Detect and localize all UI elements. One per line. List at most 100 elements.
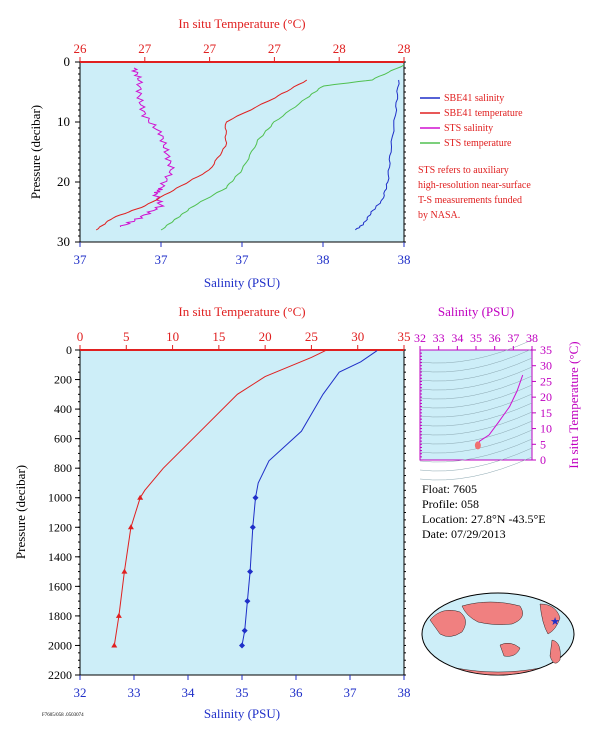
- legend-note-line-2: high-resolution near-surface: [418, 180, 531, 191]
- bottom-salinity-marker: [241, 627, 248, 634]
- ts-salinity-tick-label: 35: [470, 331, 482, 345]
- top-temp-tick-label: 26: [74, 41, 88, 56]
- ts-salinity-tick-label: 34: [451, 331, 463, 345]
- bottom-pressure-tick-label: 400: [54, 402, 72, 416]
- bottom-salinity-tick-label: 34: [182, 685, 196, 700]
- top-pressure-axis-title: Pressure (decibar): [28, 105, 43, 199]
- map-land-north-america: [539, 603, 561, 635]
- top-salinity-tick-label: 37: [74, 252, 88, 267]
- ts-density-contour: [419, 447, 533, 472]
- ts-salinity-tick-label: 36: [489, 331, 501, 345]
- ts-density-contour: [419, 402, 533, 427]
- ts-temp-tick-label: 20: [540, 390, 552, 404]
- bottom-temp-axis-title: In situ Temperature (°C): [178, 304, 305, 319]
- top-salinity-tick-label: 38: [317, 252, 330, 267]
- bottom-salinity-marker: [239, 642, 245, 649]
- bottom-pressure-tick-label: 0: [66, 343, 72, 357]
- top-salinity-axis-title: Salinity (PSU): [204, 275, 280, 290]
- ts-temp-tick-label: 5: [540, 437, 546, 451]
- bottom-temp-tick-label: 0: [77, 329, 84, 344]
- map-land-south-america: [549, 639, 561, 664]
- map-land-antarctica: [455, 667, 541, 676]
- bottom-pressure-tick-label: 2200: [48, 668, 72, 682]
- bottom-salinity-tick-label: 37: [344, 685, 358, 700]
- legend-note-line-1: STS refers to auxiliary: [418, 165, 509, 176]
- bottom-pressure-tick-label: 1600: [48, 579, 72, 593]
- legend: SBE41 salinity SBE41 temperature STS sal…: [418, 93, 531, 221]
- bottom-temp-tick-label: 25: [305, 329, 318, 344]
- ts-temp-tick-label: 30: [540, 359, 552, 373]
- bottom-temp-marker: [127, 524, 134, 530]
- legend-note-line-4: by NASA.: [418, 210, 460, 221]
- bottom-salinity-tick-label: 36: [290, 685, 304, 700]
- bottom-chart: In situ Temperature (°C) Salinity (PSU) …: [13, 304, 411, 721]
- ts-density-contour: [419, 357, 533, 382]
- bottom-salinity-marker: [247, 568, 254, 575]
- ts-density-contour: [419, 438, 533, 463]
- top-plot-area: [79, 61, 405, 243]
- top-temp-tick-label: 28: [398, 41, 411, 56]
- ts-temp-axis-title: In situ Temperature (°C): [566, 341, 581, 468]
- bottom-temp-tick-label: 20: [259, 329, 272, 344]
- top-pressure-tick-label: 10: [57, 114, 70, 129]
- ts-salinity-axis-title: Salinity (PSU): [438, 304, 514, 319]
- location: Location: 27.8°N -43.5°E: [422, 512, 546, 526]
- top-temp-tick-label: 28: [333, 41, 346, 56]
- top-temp-tick-label: 27: [203, 41, 217, 56]
- bottom-pressure-tick-label: 800: [54, 461, 72, 475]
- bottom-pressure-tick-label: 600: [54, 432, 72, 446]
- ts-density-contour: [419, 384, 533, 409]
- bottom-pressure-axis-title: Pressure (decibar): [13, 465, 28, 559]
- ts-temp-tick-label: 25: [540, 374, 552, 388]
- top-pressure-tick-label: 20: [57, 174, 70, 189]
- ts-density-contour: [419, 456, 533, 481]
- footer-id-text: F7605/058 .0503074: [42, 713, 84, 718]
- ts-density-contour: [419, 429, 533, 454]
- ts-salinity-tick-label: 37: [507, 331, 519, 345]
- ts-temp-tick-label: 10: [540, 422, 552, 436]
- top-series-line-2: [354, 79, 400, 231]
- bottom-pressure-tick-label: 1800: [48, 609, 72, 623]
- bottom-temp-tick-label: 5: [123, 329, 130, 344]
- top-temp-tick-label: 27: [138, 41, 152, 56]
- top-temp-axis-title: In situ Temperature (°C): [178, 16, 305, 31]
- bottom-temp-marker: [121, 568, 128, 574]
- ts-density-contour: [419, 339, 533, 364]
- top-pressure-tick-label: 30: [57, 234, 70, 249]
- bottom-temp-tick-label: 30: [351, 329, 364, 344]
- float-info: Float: 7605 Profile: 058 Location: 27.8°…: [422, 482, 546, 541]
- top-salinity-tick-label: 38: [398, 252, 411, 267]
- bottom-temp-marker: [111, 642, 118, 648]
- ts-temp-tick-label: 15: [540, 406, 552, 420]
- ts-plot-area: [419, 349, 533, 461]
- top-pressure-tick-label: 0: [64, 54, 71, 69]
- ts-temp-tick-label: 0: [540, 453, 546, 467]
- date: Date: 07/29/2013: [422, 527, 506, 541]
- map-land-asia: [461, 601, 523, 625]
- ts-series-line-0: [477, 374, 524, 448]
- bottom-salinity-tick-label: 38: [398, 685, 411, 700]
- top-series-line-1: [160, 64, 405, 231]
- bottom-pressure-tick-label: 2000: [48, 638, 72, 652]
- ts-density-contour: [419, 420, 533, 445]
- top-series-line-0: [119, 67, 176, 228]
- ts-salinity-tick-label: 33: [433, 331, 445, 345]
- legend-label-sbe41-salinity: SBE41 salinity: [444, 93, 504, 104]
- map-land-australia: [499, 642, 521, 657]
- top-chart: In situ Temperature (°C) Salinity (PSU) …: [28, 16, 411, 290]
- ts-density-contour: [419, 375, 533, 400]
- ts-chart: Salinity (PSU) In situ Temperature (°C) …: [414, 304, 581, 481]
- ts-salinity-tick-label: 32: [414, 331, 426, 345]
- bottom-salinity-marker: [249, 524, 256, 531]
- float-location-star-icon: ★: [550, 616, 560, 628]
- bottom-pressure-tick-label: 1000: [48, 491, 72, 505]
- bottom-temp-marker: [115, 612, 122, 618]
- top-salinity-tick-label: 37: [155, 252, 169, 267]
- bottom-salinity-tick-label: 32: [74, 685, 87, 700]
- bottom-temp-tick-label: 35: [398, 329, 411, 344]
- bottom-pressure-tick-label: 200: [54, 373, 72, 387]
- map-land-africa-europe: [429, 610, 466, 637]
- ts-density-contour: [419, 393, 533, 418]
- bottom-salinity-axis-title: Salinity (PSU): [204, 706, 280, 721]
